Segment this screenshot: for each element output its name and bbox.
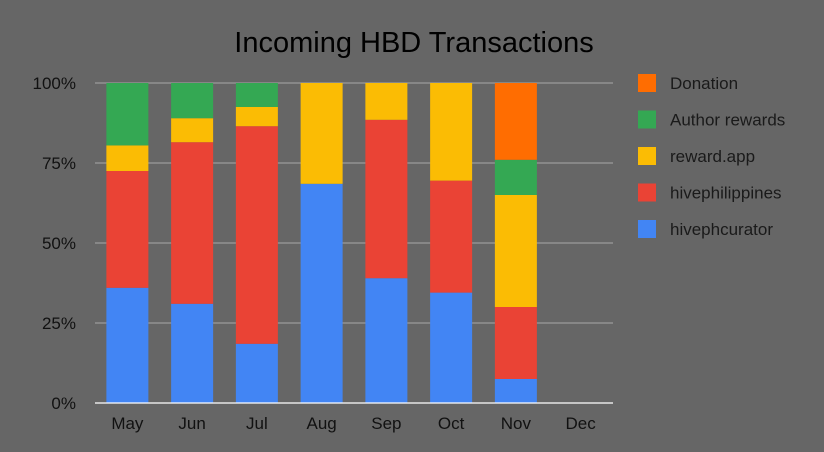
chart-title: Incoming HBD Transactions <box>234 27 593 59</box>
x-tick-label: Jul <box>246 414 268 433</box>
x-tick-label: Aug <box>307 414 337 433</box>
bar-reward-app-oct[interactable] <box>430 83 473 181</box>
legend-swatch-donation <box>638 74 656 92</box>
bar-hivephcurator-jun[interactable] <box>171 303 214 403</box>
bar-hivephilippines-sep[interactable] <box>365 119 408 279</box>
legend-label-donation: Donation <box>670 74 738 93</box>
legend-swatch-hivephcurator <box>638 220 656 238</box>
x-tick-label: Sep <box>371 414 401 433</box>
bar-hivephcurator-aug[interactable] <box>300 183 343 403</box>
legend-swatch-author-rewards <box>638 110 656 129</box>
bar-hivephcurator-jul[interactable] <box>235 343 278 403</box>
bar-author-rewards-jun[interactable] <box>171 83 214 119</box>
bar-reward-app-may[interactable] <box>106 145 149 171</box>
y-tick-label: 0% <box>51 394 76 413</box>
bar-reward-app-jun[interactable] <box>171 118 214 143</box>
bar-hivephilippines-jun[interactable] <box>171 142 214 304</box>
legend-label-reward-app: reward.app <box>670 147 755 166</box>
bar-hivephcurator-may[interactable] <box>106 287 149 403</box>
bars <box>106 83 537 403</box>
legend-label-author-rewards: Author rewards <box>670 111 785 130</box>
legend-label-hivephilippines: hivephilippines <box>670 184 782 203</box>
bar-author-rewards-may[interactable] <box>106 83 149 146</box>
bar-hivephilippines-may[interactable] <box>106 171 149 288</box>
bar-author-rewards-jul[interactable] <box>235 83 278 107</box>
x-tick-label: Jun <box>178 414 205 433</box>
x-tick-label: Nov <box>501 414 532 433</box>
bar-reward-app-jul[interactable] <box>235 107 278 127</box>
bar-hivephilippines-nov[interactable] <box>494 307 537 379</box>
bar-hivephcurator-nov[interactable] <box>494 379 537 403</box>
bar-reward-app-nov[interactable] <box>494 195 537 307</box>
y-tick-label: 75% <box>42 154 76 173</box>
bar-donation-nov[interactable] <box>494 83 537 160</box>
x-tick-label: Dec <box>566 414 597 433</box>
bar-reward-app-aug[interactable] <box>300 83 343 184</box>
x-axis-ticks: May Jun Jul Aug Sep Oct Nov Dec <box>111 414 596 433</box>
x-tick-label: May <box>111 414 144 433</box>
bar-reward-app-sep[interactable] <box>365 83 408 120</box>
legend: Donation Author rewards reward.app hivephil… <box>638 74 785 239</box>
y-tick-label: 50% <box>42 234 76 253</box>
legend-label-hivephcurator: hivephcurator <box>670 220 773 239</box>
legend-swatch-reward-app <box>638 147 656 165</box>
x-tick-label: Oct <box>438 414 465 433</box>
y-axis-ticks: 0% 25% 50% 75% 100% <box>33 74 76 413</box>
y-tick-label: 100% <box>33 74 76 93</box>
bar-hivephcurator-sep[interactable] <box>365 278 408 403</box>
bar-hivephcurator-oct[interactable] <box>430 292 473 403</box>
legend-swatch-hivephilippines <box>638 183 656 202</box>
y-tick-label: 25% <box>42 314 76 333</box>
bar-author-rewards-nov[interactable] <box>494 159 537 195</box>
bar-hivephilippines-oct[interactable] <box>430 180 473 293</box>
bar-hivephilippines-jul[interactable] <box>235 126 278 344</box>
